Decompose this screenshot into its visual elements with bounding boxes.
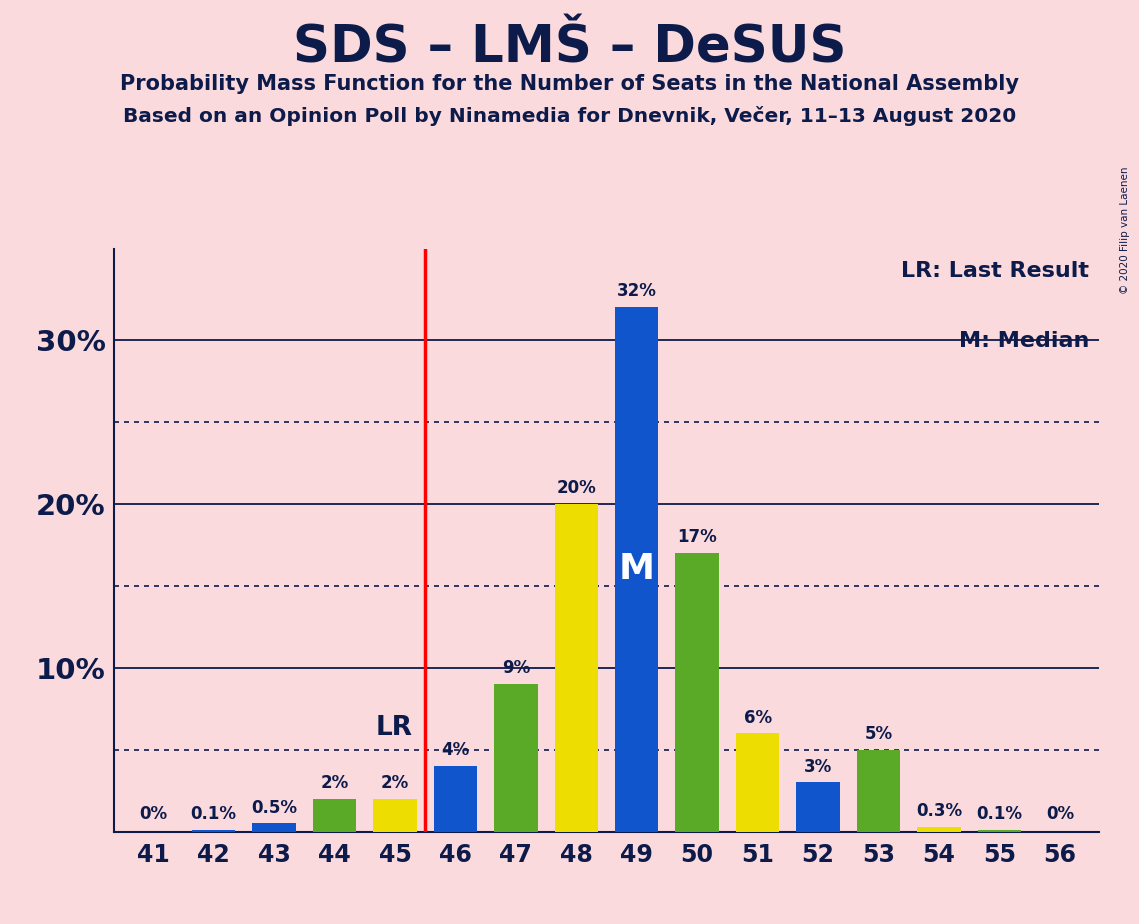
- Bar: [191, 830, 236, 832]
- Text: 0.1%: 0.1%: [976, 806, 1023, 823]
- Bar: [977, 830, 1022, 832]
- Text: 32%: 32%: [617, 283, 657, 300]
- Bar: [615, 307, 658, 832]
- Text: 5%: 5%: [865, 725, 893, 743]
- Text: SDS – LMŠ – DeSUS: SDS – LMŠ – DeSUS: [293, 23, 846, 73]
- Text: 20%: 20%: [557, 479, 596, 497]
- Text: 0.1%: 0.1%: [190, 806, 237, 823]
- Text: M: Median: M: Median: [959, 331, 1089, 351]
- Bar: [857, 749, 900, 832]
- Text: 2%: 2%: [320, 774, 349, 792]
- Bar: [253, 823, 296, 832]
- Text: M: M: [618, 553, 655, 586]
- Bar: [796, 783, 839, 832]
- Text: 17%: 17%: [678, 529, 718, 546]
- Text: Based on an Opinion Poll by Ninamedia for Dnevnik, Večer, 11–13 August 2020: Based on an Opinion Poll by Ninamedia fo…: [123, 106, 1016, 127]
- Bar: [494, 684, 538, 832]
- Bar: [374, 799, 417, 832]
- Text: 0%: 0%: [1046, 806, 1074, 823]
- Text: 0%: 0%: [139, 806, 167, 823]
- Bar: [555, 504, 598, 832]
- Bar: [675, 553, 719, 832]
- Bar: [434, 766, 477, 832]
- Text: 0.3%: 0.3%: [916, 802, 962, 821]
- Text: 9%: 9%: [501, 660, 530, 677]
- Text: 4%: 4%: [441, 741, 469, 760]
- Text: © 2020 Filip van Laenen: © 2020 Filip van Laenen: [1120, 166, 1130, 294]
- Text: 0.5%: 0.5%: [251, 799, 297, 817]
- Text: 3%: 3%: [804, 758, 833, 776]
- Text: LR: Last Result: LR: Last Result: [901, 261, 1089, 281]
- Bar: [917, 827, 960, 832]
- Text: 2%: 2%: [380, 774, 409, 792]
- Text: 6%: 6%: [744, 709, 772, 726]
- Bar: [313, 799, 357, 832]
- Text: LR: LR: [376, 715, 413, 741]
- Text: Probability Mass Function for the Number of Seats in the National Assembly: Probability Mass Function for the Number…: [120, 74, 1019, 94]
- Bar: [736, 734, 779, 832]
